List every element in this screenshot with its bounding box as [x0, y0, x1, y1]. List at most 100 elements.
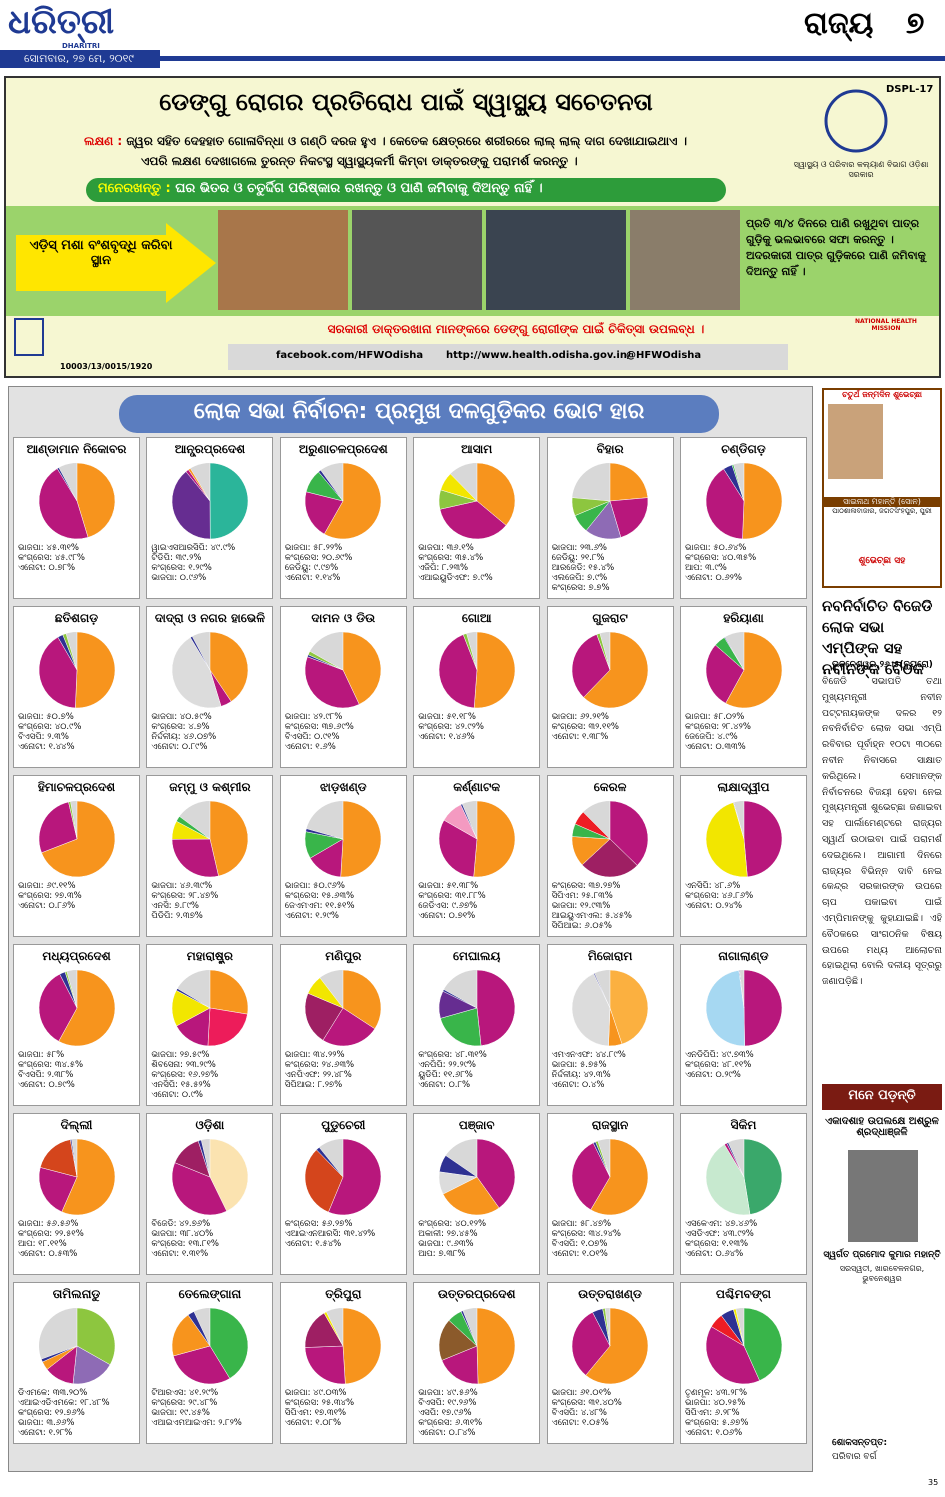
pie	[38, 631, 115, 709]
legend-entry: ଶିବସେନା: ୨୩.୨୯%	[151, 1060, 216, 1070]
legend-entry: ଏନପିଏଫ: ୨୨.୪୮%	[284, 1070, 352, 1080]
rule	[160, 56, 945, 61]
legend-entry: ଭାଜପା: ୫୮.୨୨%	[284, 543, 343, 553]
legend: ଭାଜପା: ୪୨.୯୮% କଂଗ୍ରେସ: ୩୭.୬୯% ବିଏସପି: ୦.୯୧…	[281, 712, 406, 752]
nhm: NATIONAL HEALTH MISSION	[855, 318, 917, 332]
pie	[438, 969, 515, 1047]
pie-slice	[438, 819, 477, 878]
legend: ଭାଜପା: ୪୯.୦୩% କଂଗ୍ରେସ: ୨୫.୩୪% ସିପିଏମ: ୧୭.୩…	[281, 1388, 406, 1428]
arrow-text: ଏଡ଼ିସ୍ ମଶା ବଂଶବୃଦ୍ଧି କରିବା ସ୍ଥାନ	[29, 238, 173, 268]
legend-entry: ଏନୋଟା: ୧.୦୮%	[284, 1418, 342, 1428]
pie-slice	[460, 803, 477, 840]
legend-entry: ଏସପି: ୧୭.୯୬%	[418, 1408, 472, 1418]
pie-slice	[64, 971, 77, 1009]
pie-slice	[175, 816, 211, 840]
legend-entry: ଭାଜପା: ୪୯.୫୬%	[418, 1388, 478, 1398]
state-card: ତାମିଲନାଡୁ ଡିଏମକେ: ୩୩.୨୦% ଏଆଇଏଡିଏମକେ: ୧୮.୪୮…	[13, 1282, 140, 1444]
pie-slice	[442, 1176, 500, 1216]
legend-entry: ଏନୋଟା: ୧.୦୧%	[551, 1249, 608, 1259]
legend-entry: ଆଇୟୁଏମଏଲ: ୫.୪୫%	[551, 911, 633, 921]
state-card: ମହାରାଷ୍ଟ୍ର ଭାଜପା: ୨୭.୫୯% ଶିବସେନା: ୨୩.୨୯% କଂ…	[146, 944, 274, 1106]
pie-slice	[743, 1138, 782, 1215]
portrait	[848, 1150, 918, 1242]
pie-slice	[705, 1144, 750, 1216]
pie-slice	[305, 656, 360, 709]
legend-entry: ସିପିଏମ: ୨୫.୮୩%	[551, 891, 613, 901]
state-card: ହିମାଚଳପ୍ରଦେଶ ଭାଜପା: ୬୯.୧୧% କଂଗ୍ରେସ: ୨୭.୩% ଏ…	[13, 775, 140, 937]
legend-entry: ଜେଜେପି: ୪.୯%	[685, 732, 738, 742]
legend-entry: କଂଗ୍ରେସ: ୨୪.୬୩%	[284, 1060, 355, 1070]
dateline: ଭୁବନେଶ୍ୱର,୨୬।୫(ବ୍ୟୁରୋ)	[832, 660, 933, 670]
pie	[305, 462, 382, 540]
tribute: ଏକାଦଶାହ ଉପଲକ୍ଷେ ଅଶ୍ରୁଳ ଶ୍ରଦ୍ଧାଞ୍ଜଳି	[825, 1116, 939, 1138]
symptom: ଜ୍ୱର ସହିତ ଦେହହାତ ଗୋଳାବିନ୍ଧା ଓ ଗଣ୍ଠି ଦରଜ …	[126, 134, 688, 148]
legend-entry: ଏଲଜେପି: ୭.୯%	[551, 573, 608, 583]
pie-slice	[442, 989, 477, 1009]
legend-entry: କଂଗ୍ରେସ: ୨୮.୪୨%	[685, 722, 751, 732]
legend: ଭାଜପା: ୫୧.୧୮% କଂଗ୍ରେସ: ୪୨.୯୨% ଏନୋଟା: ୧.୪୬%	[414, 712, 539, 742]
legend: ଏସକେଏମ: ୪୭.୪୬% ଏସଡିଏଫ: ୪୩.୯୨% କଂଗ୍ରେସ: ୧.୧…	[681, 1219, 806, 1259]
pie-slice	[209, 800, 249, 877]
pie	[171, 1138, 249, 1216]
state-card: ଛତିଶଗଡ଼ ଭାଜପା: ୫୦.୭% କଂଗ୍ରେସ: ୪୦.୯% ବିଏସପି:…	[13, 606, 140, 768]
pie	[705, 462, 782, 540]
legend-entry: ଭାଜପା: ୫୧.୧୮%	[418, 712, 476, 722]
legend-entry: ଡିଏମକେ: ୩୩.୨୦%	[18, 1388, 88, 1398]
legend-entry: ଏନୋଟା: ୧.୫୪%	[284, 1239, 342, 1249]
legend: ବିଜେଡି: ୪୨.୭୬% ଭାଜପା: ୩୮.୪୦% କଂଗ୍ରେସ: ୧୩.୮…	[147, 1219, 272, 1259]
legend-entry: ଏନୋଟା: ୦.୭୧%	[418, 911, 476, 921]
legend-entry: ଭାଜପା: ୪୦.୨୫%	[685, 1398, 746, 1408]
pie	[705, 1138, 782, 1216]
pie-slice	[743, 969, 782, 1047]
state-name: ଅରୁଣାଚଳପ୍ରଦେଶ	[298, 442, 388, 456]
pie-slice	[76, 1307, 115, 1366]
legend-entry: ବିଏସପି: ୦.୯୧%	[284, 732, 340, 742]
pie-slice	[318, 469, 344, 502]
state-name: ଆନ୍ଧ୍ରପ୍ରଦେଶ	[174, 442, 246, 456]
legend-entry: ଏନୋଟା: ୧.୬%	[284, 742, 336, 752]
pie-slice	[40, 800, 115, 878]
twitter: @HFWOdisha	[626, 350, 702, 361]
state-card: ସିକିମ ଏସକେଏମ: ୪୭.୪୬% ଏସଡିଏଫ: ୪୩.୯୨% କଂଗ୍ରେସ…	[680, 1113, 807, 1275]
pie-slice	[705, 802, 748, 878]
emblem: ସ୍ୱାସ୍ଥ୍ୟ ଓ ପରିବାର କଲ୍ୟାଣ ବିଭାଗ ଓଡ଼ିଶା ସ…	[786, 86, 936, 181]
legend-entry: ଏନସି: ୭.୮୯%	[151, 901, 199, 911]
photo	[352, 210, 482, 310]
pie-slice	[305, 828, 344, 840]
pie-slice	[743, 800, 782, 878]
pie-slice	[72, 1345, 110, 1385]
pie-slice	[602, 1308, 611, 1347]
pie	[171, 969, 249, 1047]
pie-slice	[439, 1007, 481, 1047]
state-card: ଆଣ୍ଡାମାନ ନିକୋବର ଭାଜପା: ୪୫.୩୧% କଂଗ୍ରେସ: ୪୫.…	[13, 437, 140, 599]
pie-slice	[571, 1142, 611, 1211]
state-name: ବିହାର	[596, 442, 624, 456]
state-card: ଆନ୍ଧ୍ରପ୍ରଦେଶ ୱାଇଏସଆରସିପି: ୪୯.୯% ଟିଡିପି: ୩୯…	[146, 437, 274, 599]
state-card: ଗୋଆ ଭାଜପା: ୫୧.୧୮% କଂଗ୍ରେସ: ୪୨.୯୨% ଏନୋଟା: ୧.…	[413, 606, 541, 768]
legend-entry: ଟିଡିପି: ୩୯.୨%	[151, 553, 202, 563]
ad-title: ଡେଙ୍ଗୁ ରୋଗର ପ୍ରତିରୋଧ ପାଇଁ ସ୍ୱାସ୍ଥ୍ୟ ସଚେତ…	[159, 88, 653, 116]
state-card: ମଧ୍ୟପ୍ରଦେଶ ଭାଜପା: ୫୮% କଂଗ୍ରେସ: ୩୪.୫% ବିଏସପି…	[13, 944, 140, 1106]
legend-entry: ନିର୍ଦ୍ଦଳୀୟ: ୪୬.୦୭%	[151, 732, 217, 742]
legend-entry: ଏନସିପି: ୧୫.୫୨%	[151, 1080, 211, 1090]
legend-entry: କଂଗ୍ରେସ: ୨୨.୫୧%	[18, 1229, 84, 1239]
legend-entry: ଭାଜପା: ୦.୯୬%	[151, 573, 207, 583]
legend-entry: ଜେଡିୟୁ: ୨୧.୮%	[551, 553, 605, 563]
legend-entry: କଂଗ୍ରେସ: ୩୪.୨୪%	[551, 1229, 621, 1239]
date: ସୋମବାର, ୨୭ ମେ, ୨୦୧୯	[0, 50, 160, 68]
legend-entry: ଭାଜପା: ୬୧.୦୧%	[551, 1388, 612, 1398]
pie-slice	[609, 800, 649, 866]
legend-entry: ଏନସିପି: ୪୮.୬%	[685, 881, 741, 891]
legend-entry: ସିପିଆଇ: ୮.୨୭%	[284, 1080, 343, 1090]
legend-entry: କଂଗ୍ରେସ: ୪୦.୩୫%	[685, 553, 757, 563]
pie-slice	[207, 1007, 248, 1047]
pie-slice	[724, 631, 782, 709]
legend: ତୃଣମୂଳ: ୪୩.୨୮% ଭାଜପା: ୪୦.୨୫% ସିପିଏମ: ୬.୨୮%…	[681, 1388, 806, 1438]
pie-slice	[197, 1139, 211, 1178]
pie-slice	[60, 1138, 115, 1216]
pie	[571, 1138, 649, 1216]
legend: ଭାଜପା: ୩୬.୧% କଂଗ୍ରେସ: ୩୫.୪% ଏଜିପି: ୮.୨୩% ଏଆ…	[414, 543, 539, 583]
pie	[438, 631, 515, 709]
state-card: ଆସାମ ଭାଜପା: ୩୬.୧% କଂଗ୍ରେସ: ୩୫.୪% ଏଜିପି: ୮.୨…	[413, 437, 541, 599]
legend-entry: ବିଏସପି: ୨.୩୮%	[18, 1070, 74, 1080]
